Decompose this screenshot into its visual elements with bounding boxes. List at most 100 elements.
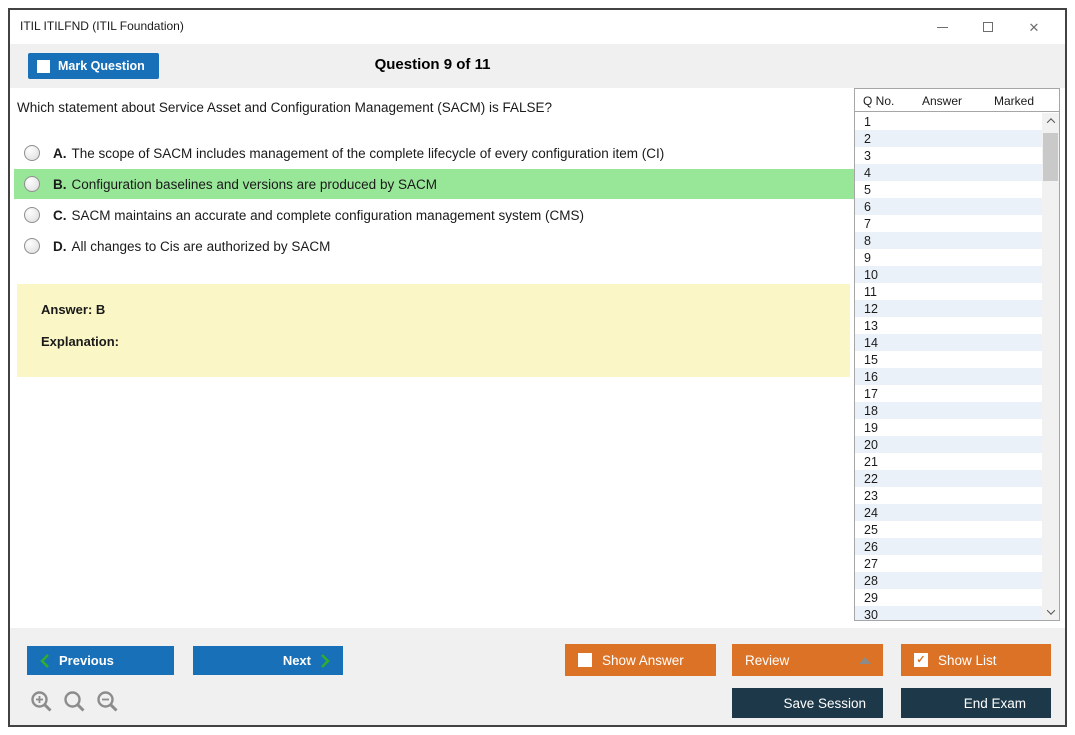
question-number: 13 xyxy=(864,318,878,333)
question-header-bar: Mark Question Question 9 of 11 xyxy=(10,44,1065,88)
end-exam-label: End Exam xyxy=(963,695,1026,711)
question-list-row[interactable]: 19 xyxy=(855,419,1042,436)
maximize-button[interactable] xyxy=(965,12,1011,42)
question-number: 16 xyxy=(864,369,878,384)
question-number: 23 xyxy=(864,488,878,503)
question-list-row[interactable]: 25 xyxy=(855,521,1042,538)
end-exam-button[interactable]: End Exam xyxy=(901,688,1051,718)
scroll-down-button[interactable] xyxy=(1042,604,1059,620)
question-list-row[interactable]: 1 xyxy=(855,113,1042,130)
question-list-row[interactable]: 24 xyxy=(855,504,1042,521)
question-list-row[interactable]: 28 xyxy=(855,572,1042,589)
question-list-row[interactable]: 2 xyxy=(855,130,1042,147)
question-list-row[interactable]: 13 xyxy=(855,317,1042,334)
show-answer-label: Show Answer xyxy=(602,652,684,668)
show-list-checkbox[interactable]: ✓ xyxy=(914,653,928,667)
answer-option[interactable]: A. The scope of SACM includes management … xyxy=(14,138,854,168)
question-list-row[interactable]: 18 xyxy=(855,402,1042,419)
minimize-button[interactable] xyxy=(919,12,965,42)
option-radio[interactable] xyxy=(24,145,40,161)
question-list-row[interactable]: 6 xyxy=(855,198,1042,215)
question-list-row[interactable]: 17 xyxy=(855,385,1042,402)
question-list-row[interactable]: 14 xyxy=(855,334,1042,351)
answer-option[interactable]: C. SACM maintains an accurate and complet… xyxy=(14,200,854,230)
question-list-row[interactable]: 4 xyxy=(855,164,1042,181)
question-list-row[interactable]: 23 xyxy=(855,487,1042,504)
question-list-row[interactable]: 29 xyxy=(855,589,1042,606)
show-list-button[interactable]: ✓ Show List xyxy=(901,644,1051,676)
option-radio[interactable] xyxy=(24,207,40,223)
close-button[interactable]: ✕ xyxy=(1011,12,1057,42)
question-number: 21 xyxy=(864,454,878,469)
question-list-row[interactable]: 12 xyxy=(855,300,1042,317)
previous-button[interactable]: Previous xyxy=(27,646,174,675)
question-list-row[interactable]: 8 xyxy=(855,232,1042,249)
question-number: 29 xyxy=(864,590,878,605)
question-text: Which statement about Service Asset and … xyxy=(17,100,553,115)
chevron-up-icon xyxy=(1046,118,1055,127)
question-list-row[interactable]: 7 xyxy=(855,215,1042,232)
question-number: 24 xyxy=(864,505,878,520)
show-answer-button[interactable]: Show Answer xyxy=(565,644,716,676)
question-list-row[interactable]: 22 xyxy=(855,470,1042,487)
question-number: 20 xyxy=(864,437,878,452)
zoom-out-icon[interactable] xyxy=(96,690,120,714)
question-list-row[interactable]: 27 xyxy=(855,555,1042,572)
column-header-qno: Q No. xyxy=(863,94,895,108)
question-list-header: Q No. Answer Marked xyxy=(855,89,1059,112)
answer-option[interactable]: B. Configuration baselines and versions a… xyxy=(14,169,854,199)
question-list-row[interactable]: 30 xyxy=(855,606,1042,620)
option-text: SACM maintains an accurate and complete … xyxy=(71,207,584,223)
question-list-row[interactable]: 20 xyxy=(855,436,1042,453)
zoom-in-icon[interactable] xyxy=(30,690,54,714)
titlebar: ITIL ITILFND (ITIL Foundation) ✕ xyxy=(10,10,1065,44)
mark-question-button[interactable]: Mark Question xyxy=(28,53,159,79)
question-list-row[interactable]: 11 xyxy=(855,283,1042,300)
option-letter: B. xyxy=(53,176,67,192)
question-list-row[interactable]: 9 xyxy=(855,249,1042,266)
answer-option[interactable]: D. All changes to Cis are authorized by S… xyxy=(14,231,854,261)
column-header-answer: Answer xyxy=(922,94,963,108)
question-number: 25 xyxy=(864,522,878,537)
options-list: A. The scope of SACM includes management … xyxy=(14,138,854,262)
show-answer-checkbox[interactable] xyxy=(578,653,592,667)
previous-label: Previous xyxy=(59,653,114,668)
window-title: ITIL ITILFND (ITIL Foundation) xyxy=(20,19,184,33)
question-number: 19 xyxy=(864,420,878,435)
question-list-row[interactable]: 10 xyxy=(855,266,1042,283)
mark-question-checkbox[interactable] xyxy=(37,59,50,73)
review-button[interactable]: Review xyxy=(732,644,883,676)
save-session-button[interactable]: Save Session xyxy=(732,688,883,718)
mark-question-label: Mark Question xyxy=(58,59,145,73)
option-radio[interactable] xyxy=(24,238,40,254)
option-letter: A. xyxy=(53,145,67,161)
question-number: 27 xyxy=(864,556,878,571)
scrollbar-thumb[interactable] xyxy=(1043,133,1058,181)
question-list-row[interactable]: 15 xyxy=(855,351,1042,368)
question-list-row[interactable]: 3 xyxy=(855,147,1042,164)
option-radio[interactable] xyxy=(24,176,40,192)
question-list-scrollbar[interactable] xyxy=(1042,113,1059,620)
next-label: Next xyxy=(282,653,311,668)
scroll-up-button[interactable] xyxy=(1042,113,1059,129)
question-number: 8 xyxy=(864,233,871,248)
question-counter: Question 9 of 11 xyxy=(374,56,491,73)
question-number: 1 xyxy=(864,114,871,129)
option-text: Configuration baselines and versions are… xyxy=(71,176,437,192)
question-number: 26 xyxy=(864,539,878,554)
question-number: 15 xyxy=(864,352,878,367)
option-text: The scope of SACM includes management of… xyxy=(71,145,665,161)
question-list-row[interactable]: 26 xyxy=(855,538,1042,555)
question-list-row[interactable]: 16 xyxy=(855,368,1042,385)
question-list-row[interactable]: 21 xyxy=(855,453,1042,470)
question-number: 12 xyxy=(864,301,878,316)
question-list-row[interactable]: 5 xyxy=(855,181,1042,198)
question-number: 14 xyxy=(864,335,878,350)
question-number: 28 xyxy=(864,573,878,588)
zoom-toolbar xyxy=(30,690,120,714)
next-button[interactable]: Next xyxy=(193,646,343,675)
zoom-reset-icon[interactable] xyxy=(63,690,87,714)
question-list: 1 2 3 4 5 6 7 8 9 10 11 12 13 14 15 16 17 18 19 20 21 22 23 24 2… xyxy=(855,113,1042,620)
minimize-icon xyxy=(936,26,948,28)
